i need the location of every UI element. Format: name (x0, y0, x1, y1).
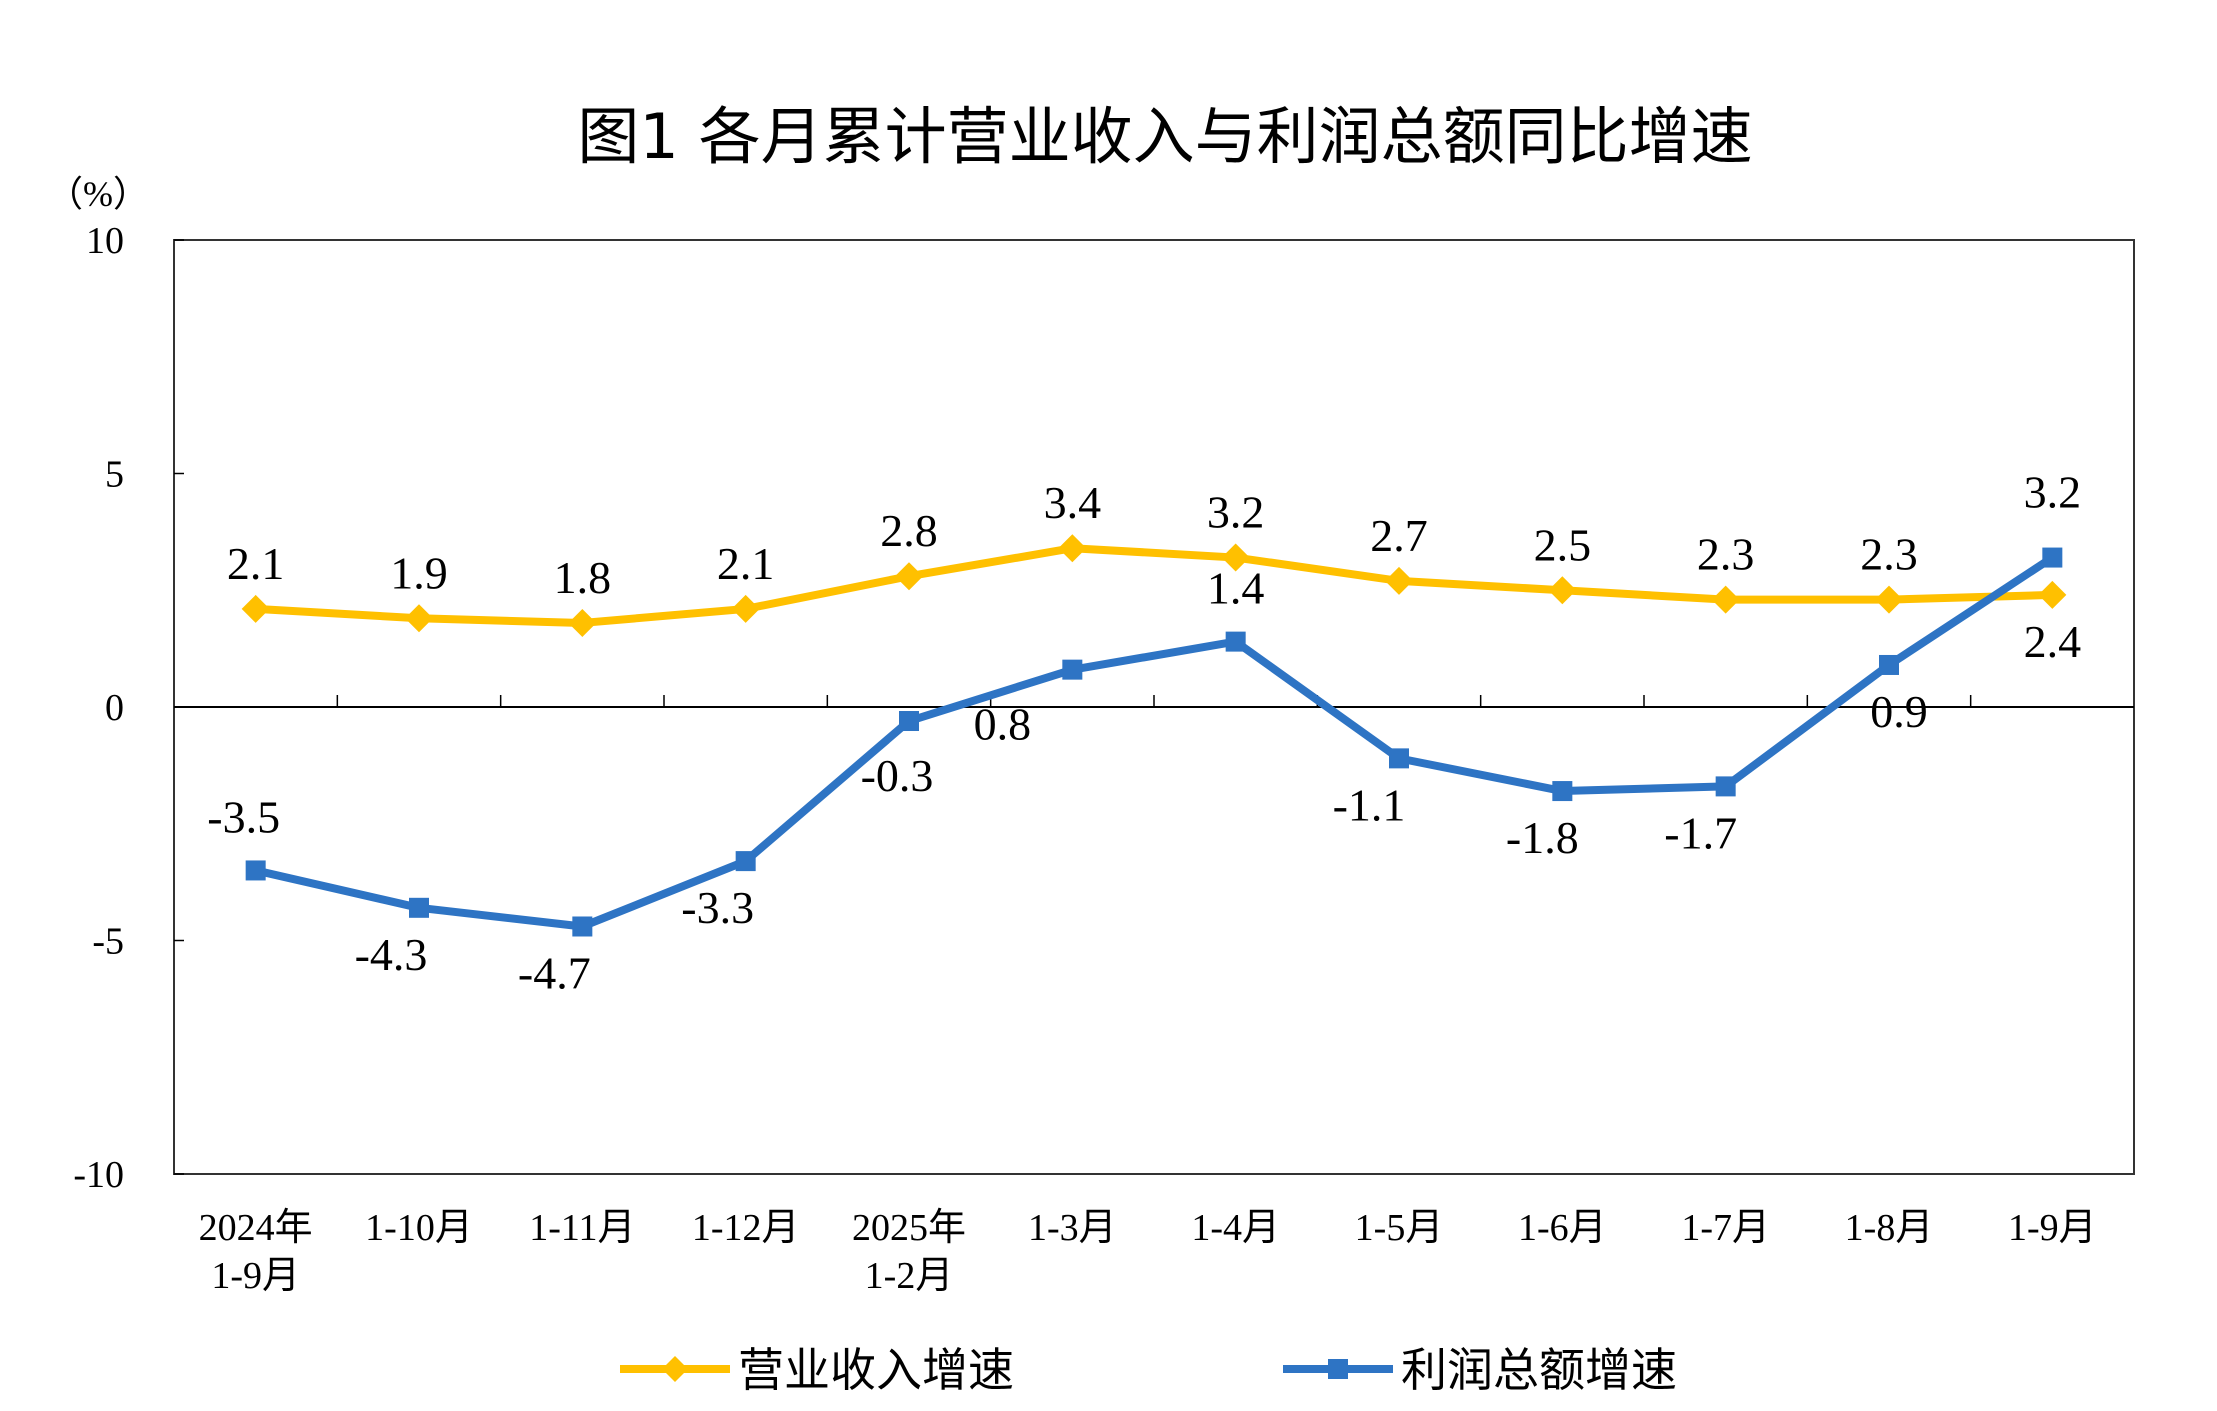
data-label: -1.8 (1506, 812, 1579, 863)
legend-marker-diamond (662, 1356, 688, 1382)
x-tick-label: 2025年 (852, 1207, 966, 1249)
data-label: -4.3 (355, 929, 428, 980)
y-tick-label: -5 (92, 921, 124, 963)
data-label: 0.9 (1870, 686, 1928, 737)
data-point-diamond (1221, 543, 1250, 572)
data-label: 2.5 (1534, 519, 1592, 570)
x-tick-label: 1-9月 (2008, 1207, 2097, 1249)
x-tick-label: 1-9月 (211, 1255, 300, 1297)
data-point-diamond (895, 562, 923, 591)
x-tick-label: 1-5月 (1355, 1207, 1444, 1249)
legend-label: 利润总额增速 (1401, 1343, 1677, 1397)
data-point-square (735, 851, 756, 872)
data-label: 2.4 (2024, 616, 2082, 667)
legend-marker-square (1328, 1359, 1348, 1379)
y-tick-label: 0 (105, 687, 124, 729)
data-label: 3.2 (2024, 467, 2082, 518)
data-point-diamond (241, 594, 270, 623)
data-point-square (1225, 631, 1246, 652)
data-label: 2.3 (1697, 529, 1755, 580)
x-tick-label: 1-6月 (1518, 1207, 1607, 1249)
data-point-diamond (2038, 580, 2067, 609)
data-point-diamond (1711, 585, 1740, 614)
x-tick-label: 1-3月 (1028, 1207, 1117, 1249)
y-tick-label: 5 (105, 454, 124, 496)
x-tick-label: 1-10月 (365, 1207, 473, 1249)
x-tick-label: 1-8月 (1845, 1207, 1934, 1249)
data-label: -1.1 (1333, 779, 1406, 830)
data-point-square (1552, 781, 1573, 802)
data-point-diamond (568, 608, 597, 637)
x-tick-label: 1-4月 (1191, 1207, 1280, 1249)
data-point-diamond (1385, 566, 1413, 595)
data-point-diamond (1548, 576, 1577, 605)
chart-title: 图1 各月累计营业收入与利润总额同比增速 (577, 100, 1752, 173)
data-label: 1.8 (554, 552, 612, 603)
data-point-diamond (731, 594, 760, 623)
data-label: 3.4 (1044, 477, 1102, 528)
data-point-square (245, 860, 266, 881)
data-label: 0.8 (974, 699, 1032, 750)
data-point-square (1715, 776, 1736, 797)
data-point-square (1062, 659, 1083, 680)
data-label: -1.7 (1664, 807, 1737, 858)
data-point-diamond (1058, 534, 1087, 563)
data-point-square (1879, 654, 1899, 675)
data-point-square (572, 916, 593, 937)
y-tick-label: 10 (86, 220, 124, 262)
x-tick-label: 1-12月 (692, 1207, 800, 1249)
data-label: -0.3 (861, 750, 934, 801)
x-tick-label: 1-2月 (865, 1255, 954, 1297)
data-point-square (899, 711, 919, 732)
data-label: 3.2 (1207, 487, 1265, 538)
series-line (254, 554, 2055, 931)
data-label: 2.1 (717, 538, 775, 589)
data-label: -3.5 (207, 791, 280, 842)
data-point-diamond (1875, 585, 1903, 614)
data-point-square (1389, 748, 1409, 769)
legend-label: 营业收入增速 (738, 1343, 1014, 1397)
series-line (255, 544, 2053, 627)
data-label: -3.3 (681, 882, 754, 933)
y-tick-label: -10 (73, 1154, 124, 1196)
data-label: 2.7 (1370, 510, 1428, 561)
y-axis-unit: （%） (47, 174, 149, 214)
data-label: 2.8 (880, 505, 938, 556)
data-point-diamond (405, 604, 433, 633)
data-label: 2.1 (227, 538, 285, 589)
data-label: 1.9 (390, 547, 448, 598)
data-label: 2.3 (1860, 529, 1918, 580)
data-label: 1.4 (1207, 563, 1265, 614)
x-tick-label: 2024年 (199, 1207, 313, 1249)
x-tick-label: 1-7月 (1681, 1207, 1770, 1249)
data-point-square (2042, 547, 2063, 568)
x-tick-label: 1-11月 (529, 1207, 635, 1249)
data-label: -4.7 (518, 947, 591, 998)
data-point-square (409, 897, 429, 918)
